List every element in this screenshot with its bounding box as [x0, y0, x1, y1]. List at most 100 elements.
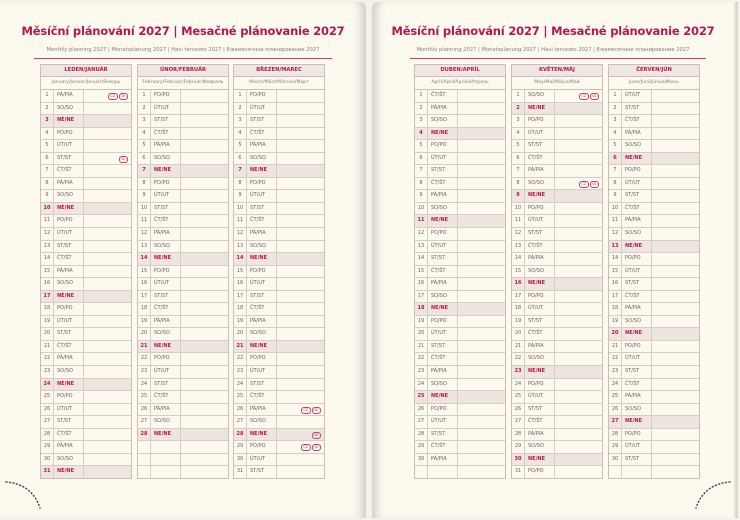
day-notes[interactable]: [652, 278, 699, 290]
day-row[interactable]: 26 ST/ST: [512, 403, 602, 417]
day-row[interactable]: 12 SO/SO: [609, 228, 699, 241]
day-row[interactable]: 28 PÁ/PIA: [512, 428, 602, 442]
day-row[interactable]: 21 NE/NE: [138, 340, 228, 354]
day-notes[interactable]: [555, 228, 602, 240]
day-notes[interactable]: [458, 291, 505, 303]
day-row[interactable]: 21 ST/ST: [415, 340, 505, 354]
day-notes[interactable]: [277, 416, 324, 428]
day-row[interactable]: 5 PÁ/PIA: [234, 140, 324, 153]
day-notes[interactable]: [555, 215, 602, 227]
day-row[interactable]: 3 ČT/ŠT: [609, 115, 699, 128]
day-row[interactable]: 8 PÁ/PIA: [41, 177, 131, 191]
day-row[interactable]: 3 NE/NE: [41, 115, 131, 128]
day-row[interactable]: 9 ST/ST: [609, 190, 699, 203]
day-row[interactable]: [138, 441, 228, 454]
day-row[interactable]: 16 SO/SO: [41, 278, 131, 291]
day-row[interactable]: 10 SO/SO: [415, 202, 505, 216]
day-notes[interactable]: [181, 115, 228, 127]
day-notes[interactable]: [652, 366, 699, 378]
day-row[interactable]: 28 ČT/ŠT: [41, 428, 131, 442]
day-row[interactable]: 2 ST/ST: [609, 102, 699, 116]
day-notes[interactable]: [277, 190, 324, 202]
day-notes[interactable]: [458, 303, 505, 315]
day-row[interactable]: 1 PO/PO: [234, 90, 324, 103]
day-notes[interactable]: [84, 178, 131, 190]
day-notes[interactable]: [555, 353, 602, 365]
day-row[interactable]: 17 SO/SO: [415, 290, 505, 304]
day-row[interactable]: 18 PO/PO: [41, 303, 131, 316]
day-notes[interactable]: [555, 416, 602, 428]
day-notes[interactable]: [84, 278, 131, 290]
day-row[interactable]: 2 ÚT/UT: [234, 102, 324, 116]
day-notes[interactable]: [458, 429, 505, 441]
day-row[interactable]: 4 ČT/ŠT: [138, 127, 228, 141]
day-row[interactable]: 1 ČT/ŠT: [415, 90, 505, 103]
day-notes[interactable]: [277, 379, 324, 391]
day-row[interactable]: 14 ČT/ŠT: [41, 253, 131, 266]
day-notes[interactable]: [84, 228, 131, 240]
day-row[interactable]: 6 ÚT/UT: [415, 152, 505, 166]
day-row[interactable]: 12 PÁ/PIA: [234, 228, 324, 241]
day-row[interactable]: 22 PO/PO: [138, 353, 228, 367]
day-notes[interactable]: [652, 441, 699, 453]
day-row[interactable]: 26 ÚT/UT: [41, 403, 131, 417]
day-notes[interactable]: [652, 178, 699, 190]
day-notes[interactable]: [458, 379, 505, 391]
day-notes[interactable]: [458, 115, 505, 127]
day-notes[interactable]: [652, 341, 699, 353]
day-row[interactable]: 25 ČT/ŠT: [138, 391, 228, 404]
day-notes[interactable]: [458, 203, 505, 215]
day-notes[interactable]: [652, 454, 699, 466]
day-row[interactable]: 8 PO/PO: [234, 177, 324, 191]
day-notes[interactable]: [458, 266, 505, 278]
day-notes[interactable]: [277, 140, 324, 152]
day-row[interactable]: 24 ST/ST: [138, 378, 228, 392]
day-row[interactable]: 22 SO/SO: [512, 353, 602, 367]
day-row[interactable]: 30 ST/ST: [609, 453, 699, 467]
day-notes[interactable]: [84, 316, 131, 328]
day-notes[interactable]: [652, 416, 699, 428]
day-notes[interactable]: [555, 278, 602, 290]
day-row[interactable]: 29 ČT/ŠT: [415, 441, 505, 454]
day-notes[interactable]: [277, 328, 324, 340]
day-row[interactable]: 15 PÁ/PIA: [41, 265, 131, 279]
day-row[interactable]: 7 NE/NE: [234, 165, 324, 178]
day-notes[interactable]: [181, 379, 228, 391]
day-row[interactable]: 17 ST/ST: [138, 290, 228, 304]
day-notes[interactable]: [458, 341, 505, 353]
day-row[interactable]: 31 ST/ST: [234, 466, 324, 478]
day-notes[interactable]: [652, 128, 699, 140]
day-row[interactable]: 2 SO/SO: [41, 102, 131, 116]
day-notes[interactable]: [277, 454, 324, 466]
day-row[interactable]: 23 NE/NE: [512, 366, 602, 379]
day-row[interactable]: 19 PÁ/PIA: [234, 315, 324, 329]
day-notes[interactable]: [555, 328, 602, 340]
day-row[interactable]: 1 ÚT/UT: [609, 90, 699, 103]
day-row[interactable]: 11 ČT/ŠT: [234, 215, 324, 229]
day-row[interactable]: 26 PÁ/PIA CZ SK: [234, 403, 324, 417]
day-row[interactable]: 28 NE/NE: [138, 428, 228, 442]
day-row[interactable]: 23 ÚT/UT: [234, 366, 324, 379]
day-row[interactable]: 19 ST/ST: [512, 315, 602, 329]
day-row[interactable]: 8 ČT/ŠT: [415, 177, 505, 191]
day-row[interactable]: 9 ÚT/UT: [234, 190, 324, 203]
day-notes[interactable]: [458, 404, 505, 416]
day-row[interactable]: 5 SO/SO: [609, 140, 699, 153]
day-row[interactable]: 22 PO/PO: [234, 353, 324, 367]
day-row[interactable]: 15 ČT/ŠT: [415, 265, 505, 279]
day-notes[interactable]: [555, 266, 602, 278]
day-row[interactable]: 8 PO/PO: [138, 177, 228, 191]
day-row[interactable]: 16 PÁ/PIA: [415, 278, 505, 291]
day-notes[interactable]: [652, 203, 699, 215]
day-notes[interactable]: [652, 140, 699, 152]
day-row[interactable]: 18 PÁ/PIA: [609, 303, 699, 316]
day-row[interactable]: 15 SO/SO: [512, 265, 602, 279]
day-notes[interactable]: [181, 429, 228, 441]
day-notes[interactable]: [277, 178, 324, 190]
day-row[interactable]: 25 PÁ/PIA: [609, 391, 699, 404]
day-row[interactable]: 2 NE/NE: [512, 102, 602, 116]
day-notes[interactable]: [84, 215, 131, 227]
day-notes[interactable]: [277, 353, 324, 365]
day-notes[interactable]: [277, 103, 324, 115]
day-notes[interactable]: [458, 228, 505, 240]
